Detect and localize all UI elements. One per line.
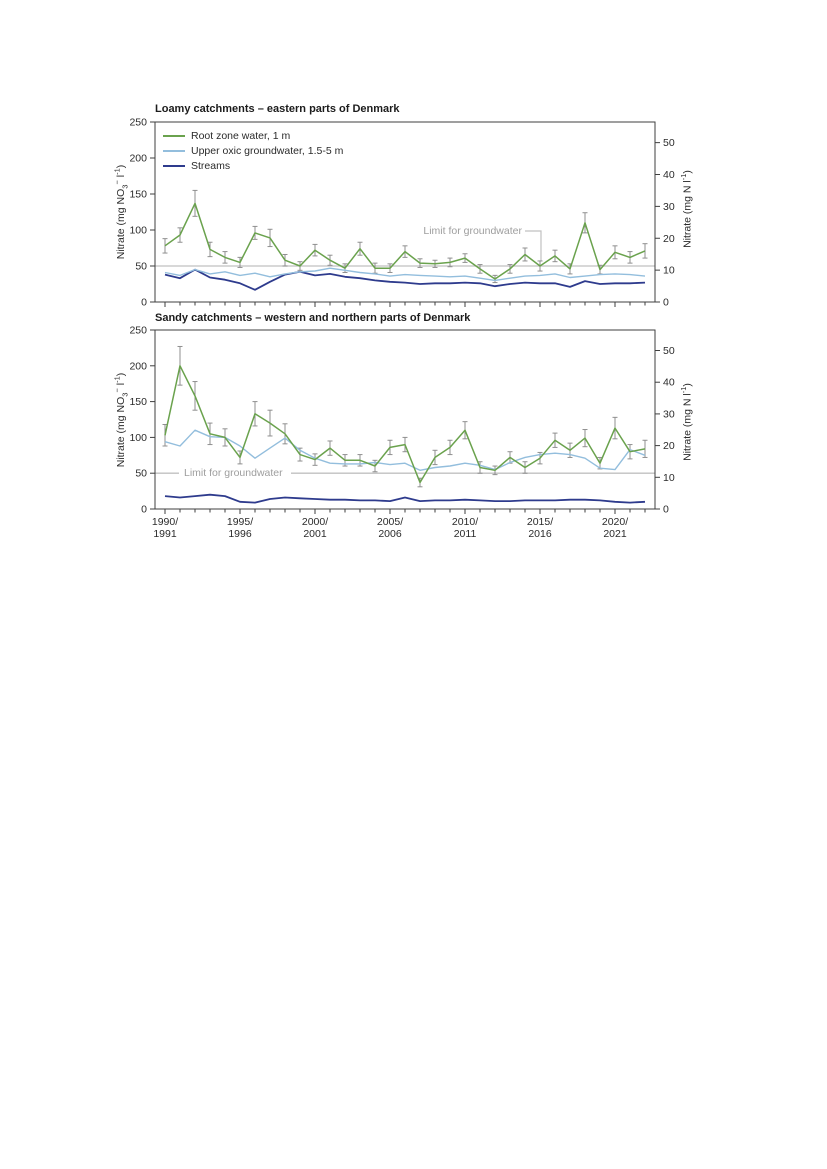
upper-groundwater-line — [164, 429, 646, 471]
axis-label-text: ) — [115, 164, 128, 169]
panel-1-left-axis-label: Nitrate (mg NO3− l-1) — [113, 165, 130, 260]
axis-label-sup: -1 — [678, 386, 688, 394]
y-tick-label-left: 150 — [129, 396, 147, 408]
x-tick-label: 2011 — [454, 528, 477, 540]
legend-label-upper-groundwater: Upper oxic groundwater, 1.5-5 m — [191, 144, 344, 157]
x-tick-label: 2001 — [303, 528, 327, 540]
y-tick-label-left: 0 — [141, 504, 147, 516]
y-tick-label-right: 50 — [663, 345, 675, 357]
x-tick-label: 2016 — [528, 528, 552, 540]
y-tick-label-left: 50 — [135, 468, 147, 480]
streams-line-swatch — [163, 164, 185, 167]
x-tick-label: 1996 — [228, 528, 252, 540]
x-tick-label: 1990/ — [152, 516, 178, 528]
y-tick-label-right: 30 — [663, 408, 675, 420]
x-tick-label: 1995/ — [227, 516, 253, 528]
y-tick-label-left: 150 — [129, 189, 147, 201]
axis-label-sup: − — [112, 388, 122, 393]
y-tick-label-right: 0 — [663, 504, 669, 516]
chart-canvas: 0501001502002500102030405005010015020025… — [129, 117, 675, 541]
axis-label-text: Nitrate (mg NO — [115, 188, 128, 260]
root-zone-line — [164, 202, 646, 280]
axis-label-text: ) — [681, 170, 694, 174]
x-tick-label: 1991 — [153, 528, 177, 540]
legend: Root zone water, 1 m Upper oxic groundwa… — [163, 128, 343, 173]
y-tick-label-right: 50 — [663, 137, 675, 149]
axis-label-sup: -1 — [678, 173, 688, 181]
x-tick-label: 2020/ — [602, 516, 628, 528]
panel-1-title: Loamy catchments – eastern parts of Denm… — [155, 103, 400, 115]
legend-label-streams: Streams — [191, 159, 231, 172]
y-tick-label-right: 30 — [663, 201, 675, 213]
streams-line — [164, 493, 646, 504]
axis-label-sup: − — [112, 180, 122, 185]
limit-label-leader — [525, 230, 542, 261]
y-tick-label-right: 0 — [663, 297, 669, 309]
x-tick-label: 2010/ — [452, 516, 478, 528]
axis-label-sub: 3 — [120, 184, 130, 189]
y-tick-label-right: 20 — [663, 233, 675, 245]
panel-1-limit-label: Limit for groundwater — [423, 225, 522, 237]
axis-label-text: Nitrate (mg N l — [681, 180, 694, 248]
axis-label-sup: -1 — [112, 376, 122, 383]
legend-item-root-zone: Root zone water, 1 m — [163, 128, 343, 143]
panel-2-limit-label: Limit for groundwater — [184, 467, 283, 479]
axis-label-text: ) — [115, 372, 128, 377]
axis-label-text: Nitrate (mg NO — [115, 396, 128, 468]
upper-groundwater-line-swatch — [163, 149, 185, 152]
x-tick-label: 2015/ — [527, 516, 553, 528]
panel-frame — [154, 329, 656, 510]
x-tick-label: 2006 — [378, 528, 402, 540]
y-tick-label-left: 50 — [135, 261, 147, 273]
panel-2-title: Sandy catchments – western and northern … — [155, 312, 471, 324]
upper-groundwater-line — [164, 267, 646, 282]
x-tick-label: 2000/ — [302, 516, 328, 528]
legend-label-root-zone: Root zone water, 1 m — [191, 129, 291, 142]
axis-label-text: ) — [681, 383, 694, 387]
root-zone-line-swatch — [163, 134, 185, 137]
y-tick-label-left: 200 — [129, 360, 147, 372]
y-tick-label-left: 100 — [129, 225, 147, 237]
root-zone-line — [164, 365, 646, 484]
y-tick-label-right: 40 — [663, 169, 675, 181]
y-tick-label-right: 10 — [663, 472, 675, 484]
axis-label-sup: -1 — [112, 168, 122, 175]
legend-item-upper-groundwater: Upper oxic groundwater, 1.5-5 m — [163, 143, 343, 158]
y-tick-label-right: 40 — [663, 377, 675, 389]
y-tick-label-right: 10 — [663, 265, 675, 277]
y-tick-label-right: 20 — [663, 440, 675, 452]
axis-label-text: l — [115, 382, 128, 389]
axis-label-text: Nitrate (mg N l — [681, 393, 694, 461]
panel-2-left-axis-label: Nitrate (mg NO3− l-1) — [113, 373, 130, 468]
y-tick-label-left: 200 — [129, 153, 147, 165]
x-tick-label: 2021 — [603, 528, 627, 540]
y-tick-label-left: 250 — [129, 325, 147, 337]
y-tick-label-left: 100 — [129, 432, 147, 444]
legend-item-streams: Streams — [163, 158, 343, 173]
axis-label-sub: 3 — [120, 392, 130, 397]
panel-2-right-axis-label: Nitrate (mg N l-1) — [679, 383, 694, 461]
streams-line — [164, 268, 646, 291]
y-tick-label-left: 250 — [129, 117, 147, 129]
axis-label-text: l — [115, 174, 128, 181]
y-tick-label-left: 0 — [141, 297, 147, 309]
x-tick-label: 2005/ — [377, 516, 403, 528]
panel-1-right-axis-label: Nitrate (mg N l-1) — [679, 170, 694, 248]
